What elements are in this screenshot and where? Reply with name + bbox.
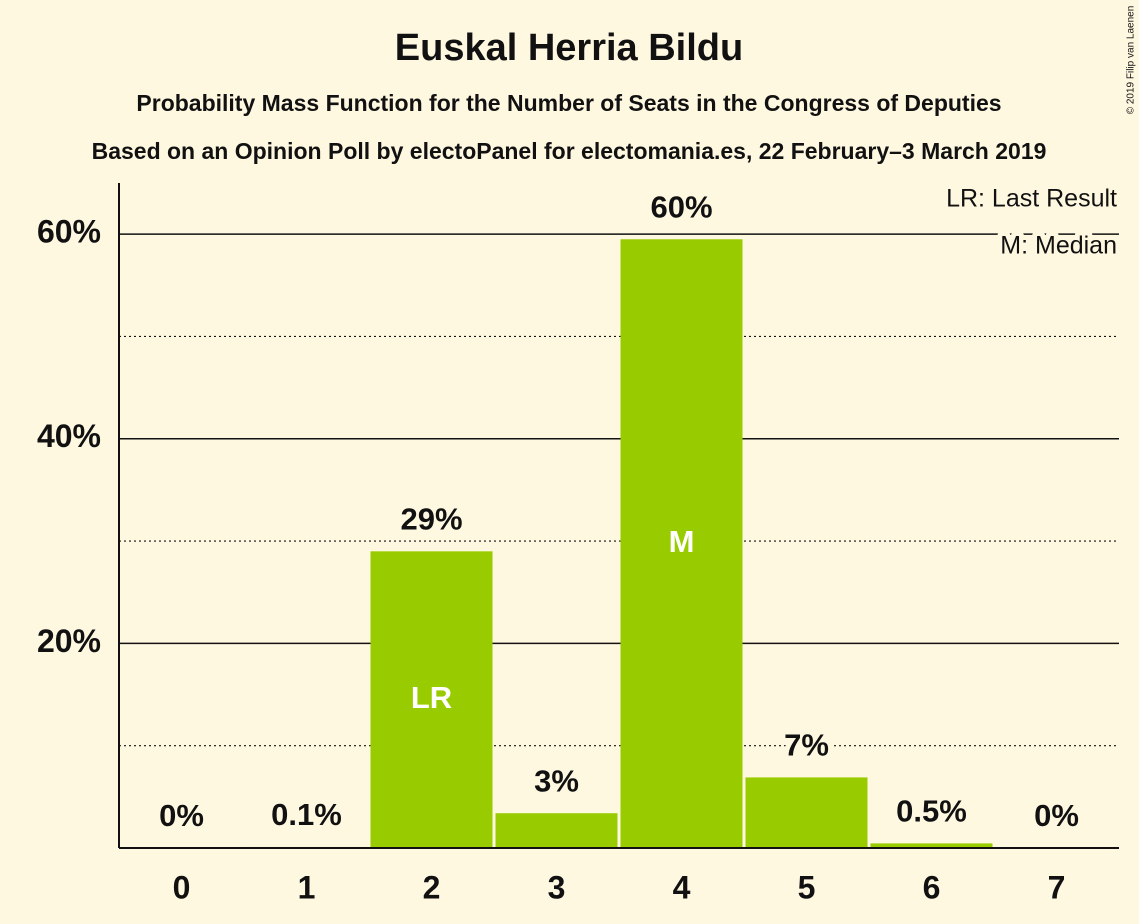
x-tick-label: 3: [548, 869, 566, 905]
chart-subtitle: Based on an Opinion Poll by electoPanel …: [92, 138, 1047, 164]
x-tick-label: 6: [923, 869, 941, 905]
bar: [620, 239, 743, 848]
bar: [370, 551, 493, 848]
x-tick-label: 5: [798, 869, 816, 905]
bar: [870, 843, 993, 848]
bar: [745, 777, 868, 848]
value-label: 29%: [400, 501, 462, 536]
bar: [495, 813, 618, 848]
value-label: 3%: [534, 763, 579, 798]
x-tick-label: 4: [673, 869, 691, 905]
value-label: 60%: [650, 189, 712, 224]
x-tick-label: 7: [1048, 869, 1066, 905]
x-tick-label: 0: [173, 869, 191, 905]
y-tick-label: 60%: [37, 214, 101, 250]
bar-annotation: LR: [411, 680, 452, 715]
y-tick-label: 20%: [37, 623, 101, 659]
legend-entry: LR: Last Result: [946, 185, 1117, 213]
copyright: © 2019 Filip van Laenen: [1126, 6, 1137, 115]
value-label: 0%: [1034, 798, 1079, 833]
value-label: 0.1%: [271, 797, 342, 832]
chart-subtitle: Probability Mass Function for the Number…: [136, 90, 1001, 116]
x-tick-label: 1: [298, 869, 316, 905]
value-label: 0%: [159, 798, 204, 833]
legend-entry: M: Median: [1000, 232, 1117, 260]
value-label: 0.5%: [896, 794, 967, 829]
chart-title: Euskal Herria Bildu: [395, 27, 743, 69]
value-label: 7%: [784, 728, 829, 763]
y-tick-label: 40%: [37, 418, 101, 454]
bar-annotation: M: [669, 524, 695, 559]
x-tick-label: 2: [423, 869, 441, 905]
